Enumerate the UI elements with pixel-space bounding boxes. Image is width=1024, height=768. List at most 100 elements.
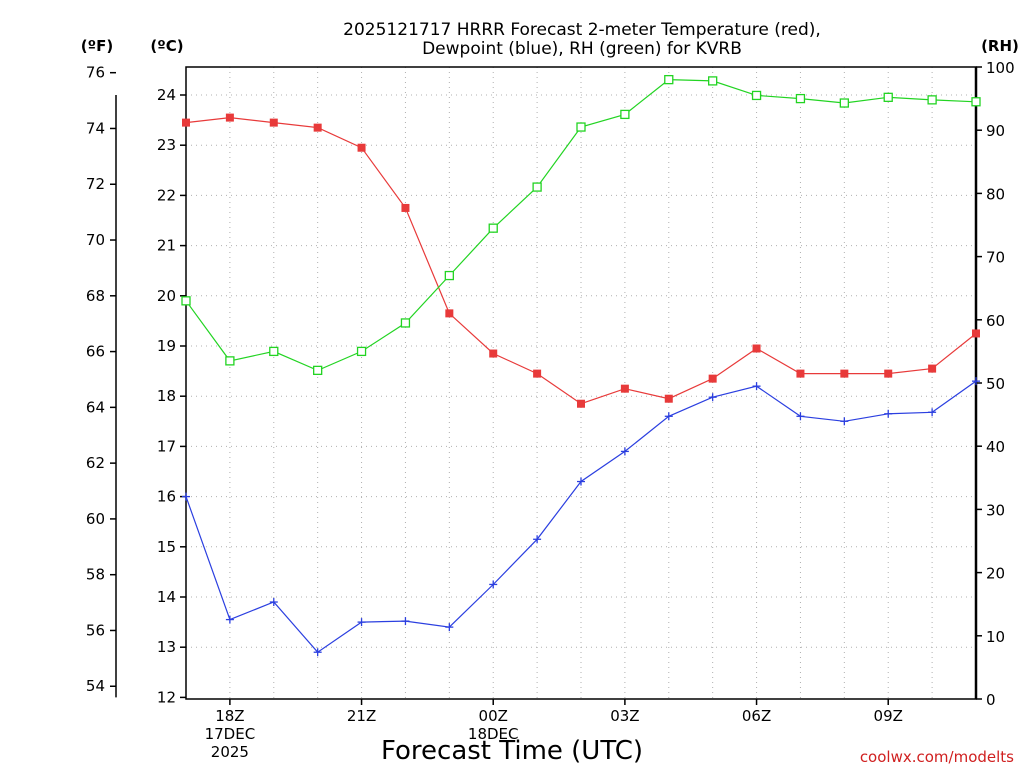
- rh-tick-label: 100: [986, 59, 1015, 77]
- fahrenheit-tick-label: 54: [86, 677, 105, 695]
- axes: 54 56 58 60 62 64 66 68 70 72 74 76 12 13 14 15 16 17 18 19…: [86, 59, 1015, 761]
- celsius-tick-label: 22: [157, 186, 176, 204]
- fahrenheit-tick-label: 62: [86, 454, 105, 472]
- dewpoint-point: [752, 382, 761, 391]
- rh-point: [971, 97, 981, 107]
- grid-lines: [186, 67, 976, 699]
- celsius-tick-label: 23: [157, 136, 176, 154]
- x-axis-label: Forecast Time (UTC): [381, 736, 643, 766]
- dewpoint-point: [313, 648, 322, 657]
- dewpoint-point: [489, 580, 498, 589]
- dewpoint-point: [972, 377, 980, 386]
- temperature-point: [357, 143, 366, 152]
- temperature-point: [884, 369, 893, 378]
- temperature-point: [445, 309, 454, 318]
- rh-point: [620, 109, 630, 120]
- series-dewpoint: [182, 377, 980, 657]
- fahrenheit-tick-label: 68: [86, 287, 105, 305]
- series-line-temperature: [185, 116, 977, 405]
- temperature-point: [664, 394, 673, 403]
- fahrenheit-tick-label: 76: [86, 64, 105, 82]
- temperature-point: [577, 399, 585, 408]
- fahrenheit-tick-label: 58: [86, 566, 105, 584]
- dewpoint-point: [708, 393, 717, 402]
- rh-tick-label: 60: [986, 312, 1005, 330]
- rh-tick-label: 10: [986, 628, 1005, 646]
- rh-tick-label: 50: [986, 375, 1005, 393]
- dewpoint-point: [357, 618, 366, 627]
- rh-point: [400, 318, 411, 328]
- x-tick-label: 06Z: [742, 707, 771, 725]
- rh-tick-label: 30: [986, 501, 1005, 519]
- dewpoint-point: [840, 417, 849, 426]
- rh-tick-label: 40: [986, 438, 1005, 456]
- rh-point: [313, 365, 323, 376]
- fahrenheit-tick-label: 60: [86, 510, 105, 528]
- celsius-tick-label: 14: [157, 588, 176, 606]
- rh-point: [839, 98, 849, 108]
- rh-point: [444, 270, 454, 281]
- x-tick-label: 2025: [211, 743, 249, 761]
- rh-point: [225, 356, 235, 366]
- celsius-tick-label: 19: [157, 337, 176, 355]
- temperature-point: [752, 344, 761, 353]
- celsius-tick-label: 17: [157, 437, 176, 455]
- rh-point: [576, 122, 586, 132]
- dewpoint-point: [401, 617, 410, 626]
- rh-point: [488, 223, 498, 233]
- rh-point: [356, 346, 367, 357]
- rh-point: [269, 346, 279, 357]
- celsius-tick-label: 12: [157, 688, 176, 706]
- fahrenheit-tick-label: 70: [86, 231, 105, 249]
- rh-point: [883, 92, 893, 102]
- chart-title-line-1: 2025121717 HRRR Forecast 2-meter Tempera…: [343, 20, 821, 40]
- chart-title-line-2: Dewpoint (blue), RH (green) for KVRB: [422, 39, 742, 59]
- dewpoint-point: [577, 477, 585, 486]
- fahrenheit-tick-label: 64: [86, 398, 105, 416]
- temperature-point: [225, 113, 234, 122]
- temperature-point: [489, 349, 498, 358]
- series-temperature: [182, 113, 980, 408]
- dewpoint-point: [884, 409, 893, 418]
- temperature-point: [928, 364, 937, 373]
- celsius-tick-label: 20: [157, 287, 176, 305]
- temperature-point: [620, 384, 629, 393]
- temperature-point: [972, 329, 980, 338]
- x-tick-label: 17DEC: [205, 725, 256, 743]
- fahrenheit-tick-label: 74: [86, 119, 105, 137]
- temperature-point: [401, 203, 410, 212]
- celsius-tick-label: 21: [157, 237, 176, 255]
- fahrenheit-tick-label: 66: [86, 343, 105, 361]
- celsius-tick-label: 15: [157, 538, 176, 556]
- rh-tick-label: 80: [986, 185, 1005, 203]
- rh-point: [795, 93, 806, 104]
- dewpoint-point: [269, 598, 278, 607]
- data-series: [181, 74, 981, 657]
- fahrenheit-axis-label: (ºF): [81, 37, 113, 55]
- rh-point: [664, 74, 674, 85]
- rh-tick-label: 90: [986, 122, 1005, 140]
- credit-text: coolwx.com/modelts: [860, 748, 1014, 766]
- rh-tick-label: 0: [986, 691, 996, 709]
- dewpoint-point: [225, 615, 234, 624]
- dewpoint-point: [182, 492, 190, 501]
- rh-axis-label: (RH): [981, 37, 1019, 55]
- celsius-tick-label: 13: [157, 638, 176, 656]
- rh-tick-label: 20: [986, 565, 1005, 583]
- temperature-point: [182, 118, 190, 127]
- rh-point: [181, 296, 191, 306]
- dewpoint-point: [928, 408, 937, 417]
- series-line-dewpoint: [185, 380, 977, 653]
- x-tick-label: 00Z: [479, 707, 508, 725]
- rh-point: [751, 90, 762, 101]
- series-rh: [181, 74, 981, 376]
- x-tick-label: 09Z: [874, 707, 903, 725]
- rh-point: [708, 76, 718, 86]
- fahrenheit-tick-label: 72: [86, 175, 105, 193]
- rh-point: [532, 182, 542, 192]
- temperature-point: [840, 369, 849, 378]
- temperature-point: [533, 369, 542, 378]
- x-tick-label: 18Z: [215, 707, 244, 725]
- celsius-tick-label: 16: [157, 488, 176, 506]
- celsius-tick-label: 24: [157, 86, 176, 104]
